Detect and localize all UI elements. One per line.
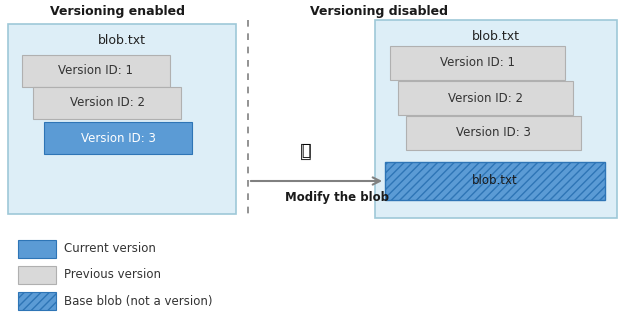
Bar xyxy=(385,162,605,200)
Text: 🔧: 🔧 xyxy=(301,143,311,159)
Text: ⛯: ⛯ xyxy=(300,141,312,161)
Text: Version ID: 2: Version ID: 2 xyxy=(69,97,144,109)
Bar xyxy=(18,240,56,258)
Text: blob.txt: blob.txt xyxy=(98,34,146,47)
Bar xyxy=(375,20,617,218)
Bar xyxy=(18,292,56,310)
Bar xyxy=(398,81,573,115)
Text: Version ID: 1: Version ID: 1 xyxy=(440,57,515,69)
Text: blob.txt: blob.txt xyxy=(472,174,518,187)
Bar xyxy=(390,46,565,80)
Text: Version ID: 3: Version ID: 3 xyxy=(456,127,531,140)
Text: Version ID: 2: Version ID: 2 xyxy=(448,91,523,105)
Text: blob.txt: blob.txt xyxy=(472,29,520,43)
Text: Versioning enabled: Versioning enabled xyxy=(51,5,186,17)
Text: Modify the blob: Modify the blob xyxy=(285,191,389,203)
Bar xyxy=(22,55,170,87)
Text: Current version: Current version xyxy=(64,243,156,255)
Bar xyxy=(44,122,192,154)
Bar xyxy=(8,24,236,214)
Bar xyxy=(406,116,581,150)
Text: Version ID: 3: Version ID: 3 xyxy=(81,131,156,144)
Bar xyxy=(18,266,56,284)
Text: Previous version: Previous version xyxy=(64,268,161,282)
Text: Version ID: 1: Version ID: 1 xyxy=(59,65,134,78)
Text: Versioning disabled: Versioning disabled xyxy=(310,5,448,17)
Bar xyxy=(33,87,181,119)
Text: Base blob (not a version): Base blob (not a version) xyxy=(64,295,213,307)
